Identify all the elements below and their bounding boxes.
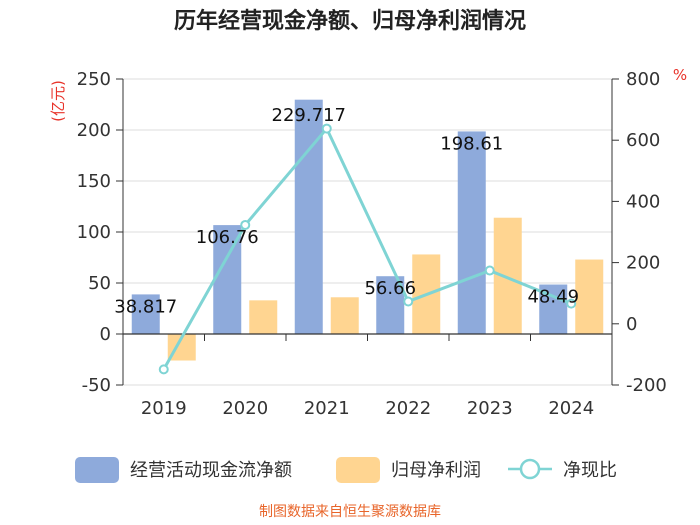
data-label-cashflow: 229.717: [272, 105, 346, 126]
bar-net-profit: [575, 259, 604, 334]
legend-swatch-cashflow: [75, 457, 119, 483]
bar-net-profit: [249, 300, 278, 334]
ratio-point: [484, 265, 495, 276]
x-axis-ticks: 2019 2020 2021 2022 2023 2024: [141, 398, 594, 419]
left-axis-unit: (亿元): [49, 80, 67, 122]
data-label-cashflow: 48.49: [527, 287, 579, 308]
legend-label-cashflow: 经营活动现金流净额: [130, 460, 292, 481]
left-tick-label: 0: [100, 324, 111, 345]
right-tick-label: 200: [626, 253, 660, 274]
ratio-point: [321, 123, 332, 134]
ratio-point: [158, 364, 169, 375]
right-axis-unit: %: [673, 66, 687, 84]
data-labels: 38.817 106.76 229.717 56.66 198.61 48.49: [114, 105, 579, 317]
x-tick-label: 2022: [385, 398, 431, 419]
legend-label-ratio: 净现比: [563, 460, 617, 481]
legend-label-net-profit: 归母净利润: [391, 460, 481, 481]
ratio-point: [240, 219, 251, 230]
left-tick-label: 50: [88, 273, 111, 294]
left-tick-label: 150: [77, 171, 111, 192]
gridlines: [123, 78, 612, 386]
x-tick-label: 2023: [467, 398, 513, 419]
left-tick-label: 250: [77, 69, 111, 90]
right-tick-label: 0: [626, 314, 637, 335]
ratio-point: [566, 298, 577, 309]
source-note: 制图数据来自恒生聚源数据库: [259, 504, 441, 520]
data-label-cashflow: 198.61: [440, 133, 503, 154]
bar-cashflow: [131, 294, 160, 334]
x-tick-label: 2021: [304, 398, 350, 419]
legend-swatch-net-profit: [336, 457, 380, 483]
right-axis-ticks: 800 600 400 200 0 -200: [612, 69, 667, 396]
x-tick-label: 2019: [141, 398, 187, 419]
ratio-line: [162, 125, 572, 371]
line-series: [158, 123, 577, 375]
x-tick-label: 2020: [222, 398, 268, 419]
data-label-cashflow: 106.76: [196, 227, 259, 248]
left-tick-label: -50: [82, 375, 111, 396]
left-axis-ticks: 250 200 150 100 50 0 -50: [77, 69, 123, 396]
left-tick-label: 200: [77, 120, 111, 141]
data-label-cashflow: 38.817: [114, 296, 177, 317]
right-tick-label: -200: [626, 375, 667, 396]
bar-cashflow: [294, 99, 323, 334]
right-tick-label: 600: [626, 130, 660, 151]
axis-lines: [122, 79, 613, 385]
x-tick-label: 2024: [548, 398, 594, 419]
left-tick-label: 100: [77, 222, 111, 243]
bar-net-profit: [330, 297, 359, 334]
right-tick-label: 400: [626, 191, 660, 212]
right-tick-label: 800: [626, 69, 660, 90]
chart-title: 历年经营现金净额、归母净利润情况: [174, 8, 526, 34]
ratio-point: [403, 296, 414, 307]
bar-cashflow: [457, 131, 486, 334]
legend-marker-ratio: [519, 458, 541, 480]
bar-net-profit: [493, 217, 522, 334]
data-label-cashflow: 56.66: [364, 278, 416, 299]
legend: 经营活动现金流净额 归母净利润 净现比: [75, 457, 617, 483]
